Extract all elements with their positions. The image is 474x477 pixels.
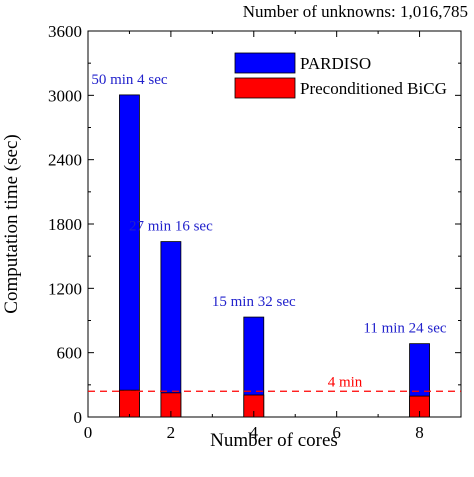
y-axis-label: Computation time (sec) — [1, 134, 22, 313]
legend: PARDISO Preconditioned BiCG — [234, 52, 447, 99]
x-tick-label: 2 — [167, 423, 176, 442]
x-axis-label: Number of cores — [210, 430, 338, 451]
data-label: 50 min 4 sec — [91, 72, 168, 88]
data-label: 15 min 32 sec — [212, 294, 296, 310]
data-label: 11 min 24 sec — [363, 321, 447, 337]
legend-swatch — [234, 52, 296, 74]
chart-title: Number of unknowns: 1,016,785 — [243, 2, 468, 21]
y-tick-label: 0 — [74, 408, 83, 427]
legend-swatch — [234, 77, 296, 99]
data-label: 27 min 16 sec — [129, 219, 213, 235]
y-tick-label: 1200 — [48, 279, 82, 298]
bars-layer — [119, 94, 430, 418]
y-tick-label: 2400 — [48, 151, 82, 170]
legend-label: PARDISO — [300, 54, 371, 73]
bar-preconditioned-bicg — [119, 389, 140, 418]
legend-label: Preconditioned BiCG — [300, 79, 447, 98]
y-tick-label: 3000 — [48, 86, 82, 105]
x-tick-label: 6 — [332, 423, 341, 442]
bar-pardiso — [119, 94, 140, 418]
reference-line-group: 4 min — [88, 374, 461, 392]
x-tick-label: 8 — [415, 423, 424, 442]
y-tick-label: 600 — [57, 344, 83, 363]
data-labels-layer: 50 min 4 sec 27 min 16 sec 15 min 32 sec 11… — [91, 72, 447, 337]
ticks-layer: 0 600 1200 1800 2400 3000 3600 0 2 4 6 8 — [48, 22, 461, 442]
reference-line-label: 4 min — [328, 374, 363, 390]
x-tick-label: 0 — [84, 423, 93, 442]
y-tick-label: 3600 — [48, 22, 82, 41]
y-tick-label: 1800 — [48, 215, 82, 234]
x-tick-label: 4 — [250, 423, 259, 442]
